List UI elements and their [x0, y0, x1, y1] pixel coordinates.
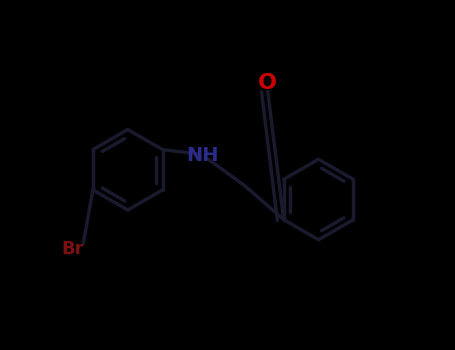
Text: NH: NH: [187, 146, 219, 165]
Text: Br: Br: [61, 239, 84, 258]
Text: O: O: [258, 73, 277, 93]
